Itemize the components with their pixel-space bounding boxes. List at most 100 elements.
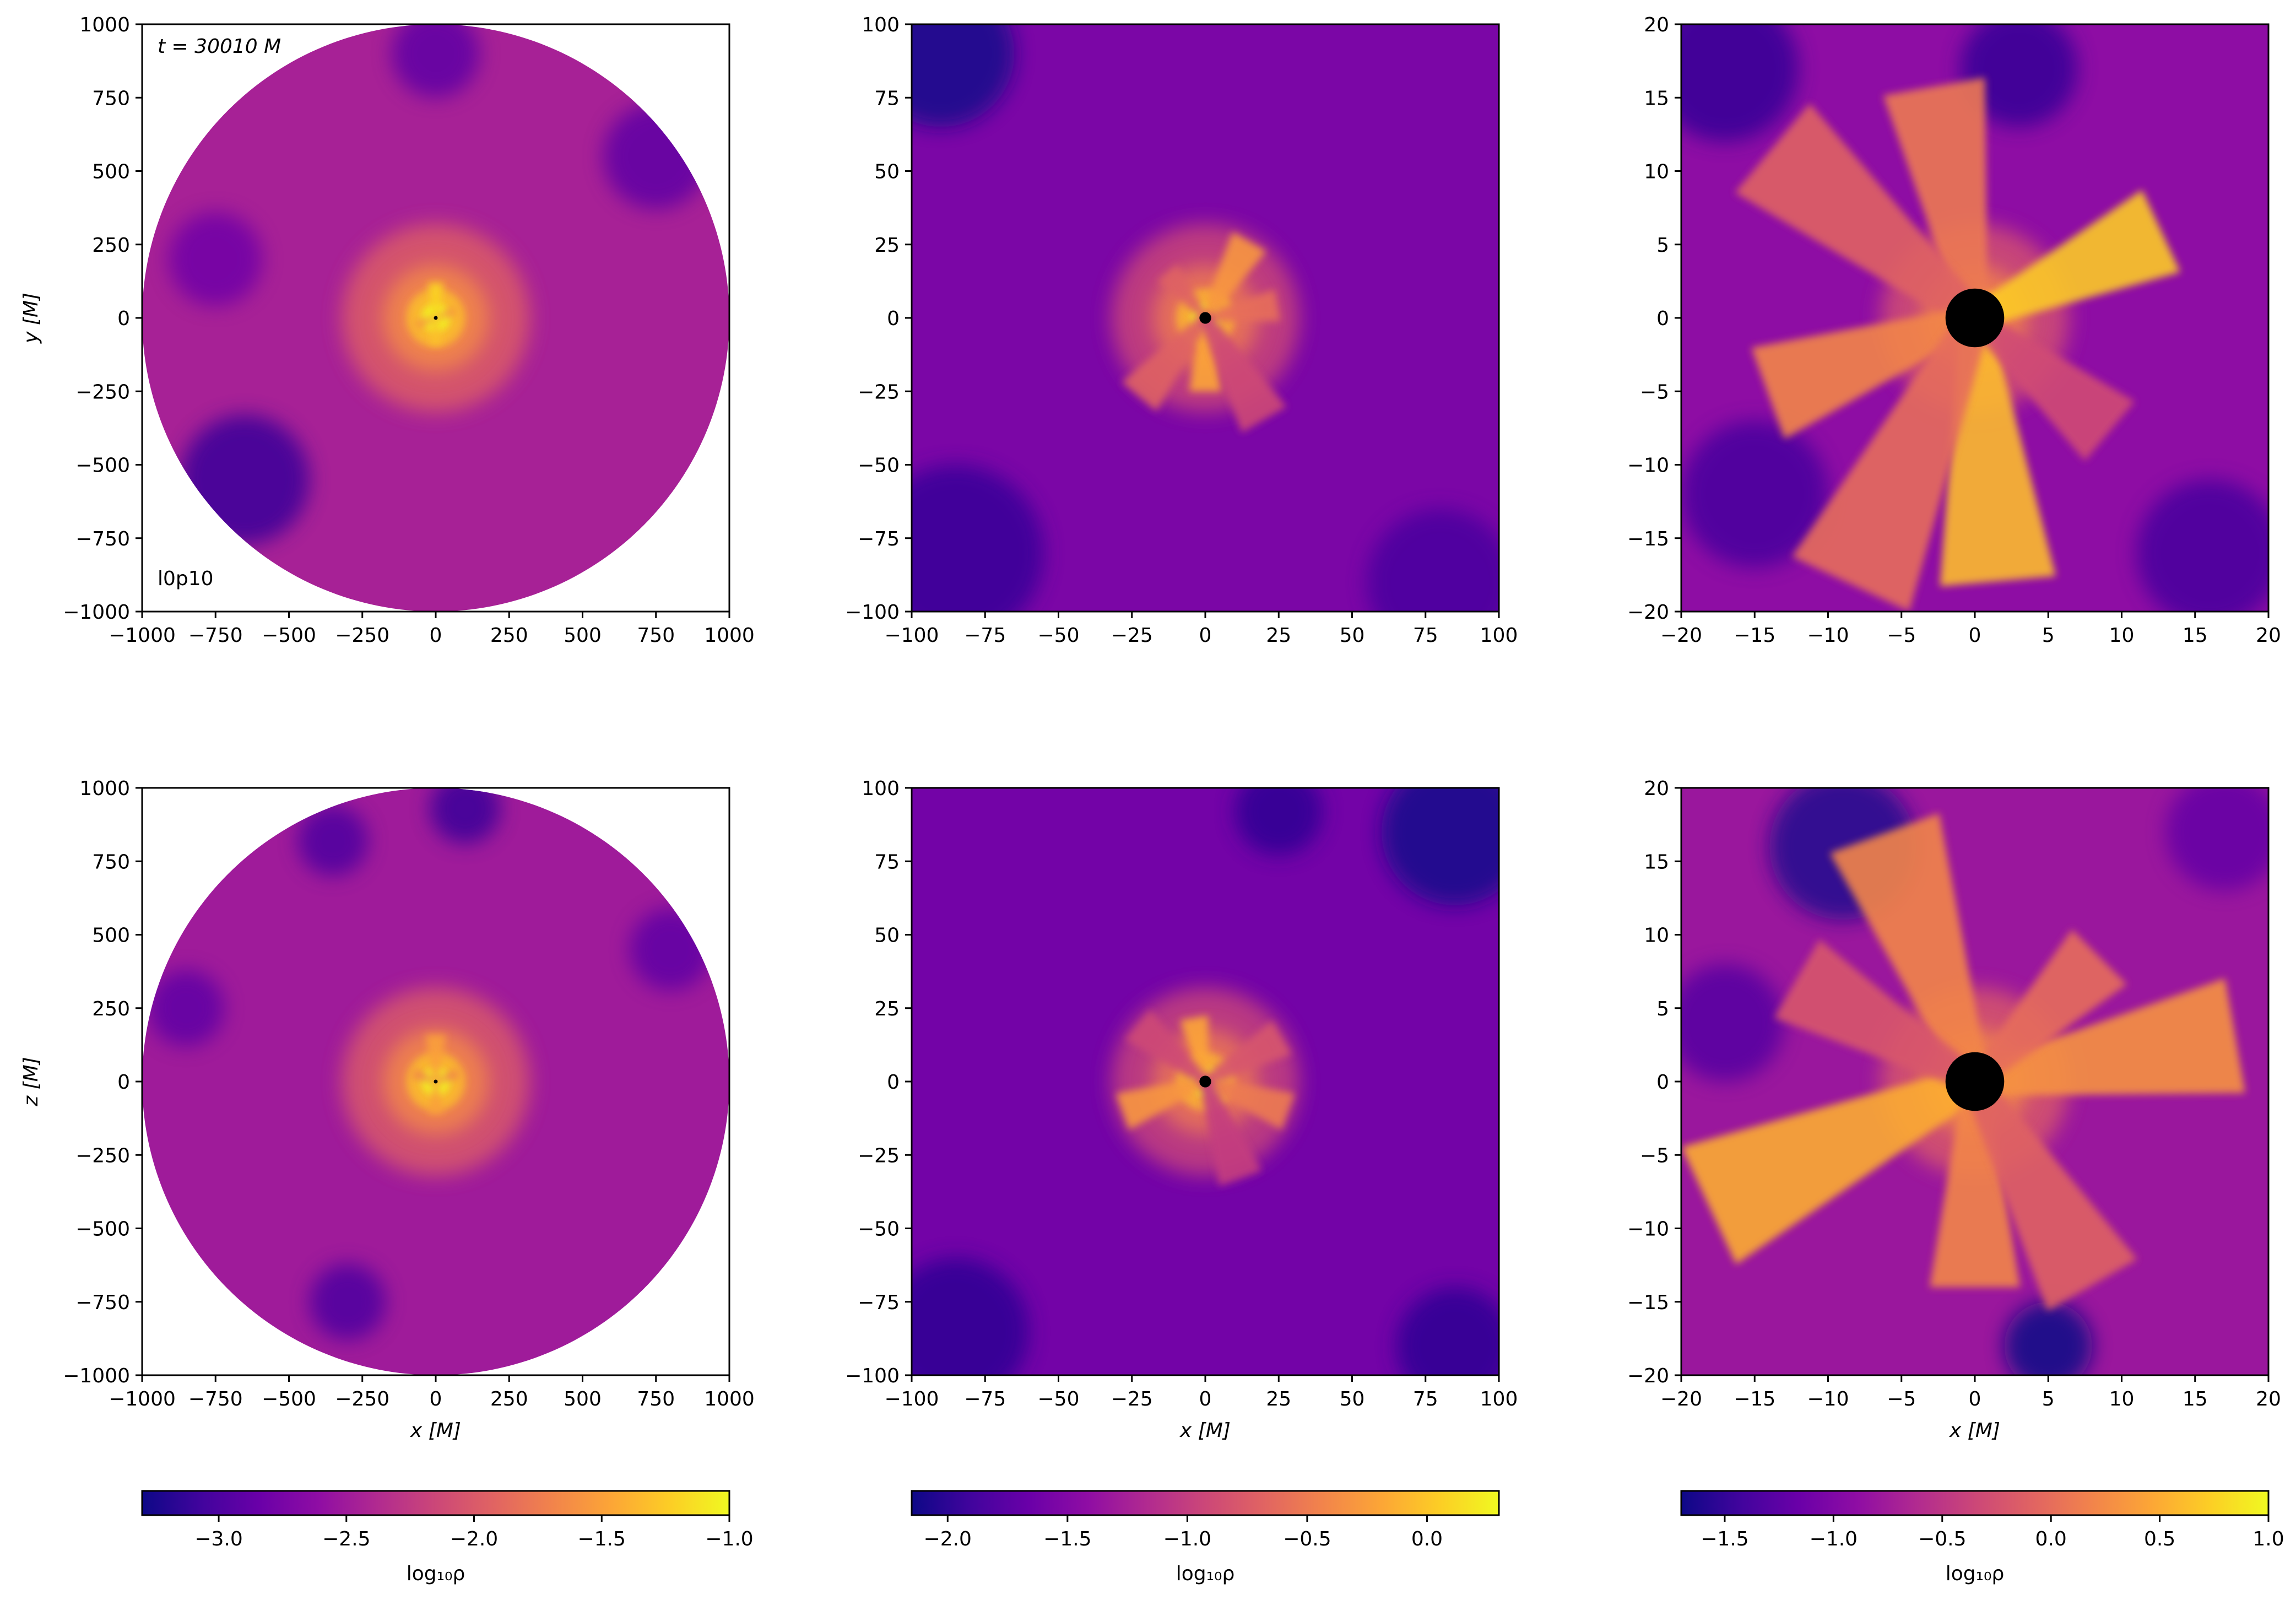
colorbar-tick-label: −3.0 bbox=[194, 1528, 242, 1550]
colorbar-gradient bbox=[1680, 1490, 2270, 1516]
low-density-region bbox=[629, 908, 712, 991]
panel-bottom-left: −1000 −750 −500 −250 0 250 500 750 1000 −1000 −750… bbox=[20, 777, 755, 1442]
x-tick-label: 20 bbox=[2256, 624, 2281, 647]
y-tick-label: 0 bbox=[1656, 307, 1669, 330]
y-tick-label: 25 bbox=[874, 234, 900, 257]
y-tick-label: −1000 bbox=[63, 601, 130, 624]
accretion-stream bbox=[1201, 231, 1266, 321]
x-axis-label: x [M] bbox=[1949, 1419, 2000, 1442]
low-density-region bbox=[912, 1257, 1030, 1375]
x-tick-label: −75 bbox=[964, 624, 1006, 647]
accretion-stream bbox=[1122, 314, 1210, 412]
y-tick-label: −5 bbox=[1640, 381, 1669, 403]
y-tick-label: 0 bbox=[117, 307, 130, 330]
x-tick-label: 15 bbox=[2183, 624, 2208, 647]
y-tick-label: −75 bbox=[858, 528, 900, 550]
accretion-stream bbox=[1681, 1067, 1982, 1264]
x-tick-label: −5 bbox=[1887, 624, 1916, 647]
low-density-region bbox=[1960, 24, 2078, 127]
accretion-stream bbox=[1929, 1082, 2021, 1288]
x-tick-label: 10 bbox=[2109, 624, 2135, 647]
x-tick-label: 500 bbox=[564, 1388, 602, 1410]
y-tick-label: −750 bbox=[75, 1291, 130, 1314]
y-tick-label: 0 bbox=[887, 307, 900, 330]
low-density-region bbox=[603, 103, 709, 209]
low-density-region bbox=[168, 212, 263, 306]
y-tick-label: −100 bbox=[845, 1365, 900, 1387]
black-hole bbox=[1945, 1052, 2005, 1111]
colorbar-label: log₁₀ρ bbox=[1946, 1563, 2005, 1585]
density-field bbox=[142, 788, 729, 1375]
low-density-region bbox=[309, 1263, 386, 1340]
low-density-region bbox=[1367, 509, 1499, 612]
y-tick-label: 5 bbox=[1656, 234, 1669, 257]
y-tick-label: 20 bbox=[1644, 14, 1669, 36]
x-tick-label: 250 bbox=[490, 1388, 528, 1410]
accretion-stream bbox=[1774, 939, 1981, 1091]
accretion-stream bbox=[430, 318, 442, 344]
y-tick-label: 1000 bbox=[79, 14, 130, 36]
y-tick-label: 1000 bbox=[79, 777, 130, 800]
y-tick-label: −10 bbox=[1627, 1218, 1669, 1241]
accretion-stream bbox=[1968, 310, 2135, 461]
low-density-region bbox=[912, 464, 1044, 612]
colorbars: −3.0 −2.5 −2.0 −1.5 −1.0 log₁₀ρ −2.0 −1.5 −1.0 −0… bbox=[141, 1490, 2284, 1585]
y-tick-label: 5 bbox=[1656, 998, 1669, 1020]
colorbar-gradient bbox=[141, 1490, 730, 1516]
y-tick-label: 500 bbox=[92, 161, 130, 183]
x-tick-label: 10 bbox=[2109, 1388, 2135, 1410]
x-tick-label: −250 bbox=[335, 624, 389, 647]
accretion-stream bbox=[1968, 929, 2127, 1089]
accretion-stream bbox=[1199, 315, 1287, 433]
colorbar-label: log₁₀ρ bbox=[1176, 1563, 1235, 1585]
x-tick-label: −20 bbox=[1660, 1388, 1702, 1410]
colorbar-tick-label: 0.0 bbox=[2035, 1528, 2067, 1550]
x-tick-label: −15 bbox=[1734, 1388, 1775, 1410]
x-tick-label: 100 bbox=[1480, 624, 1518, 647]
x-tick-label: 0 bbox=[430, 1388, 442, 1410]
low-density-region bbox=[297, 805, 369, 876]
accretion-stream bbox=[1203, 1077, 1295, 1130]
x-tick-label: −500 bbox=[262, 1388, 316, 1410]
colorbar-tick-label: 0.5 bbox=[2144, 1528, 2175, 1550]
y-tick-label: −100 bbox=[845, 601, 900, 624]
accretion-stream bbox=[435, 1068, 460, 1083]
x-tick-label: 250 bbox=[490, 624, 528, 647]
density-field bbox=[142, 24, 729, 612]
colorbar-left: −3.0 −2.5 −2.0 −1.5 −1.0 log₁₀ρ bbox=[141, 1490, 754, 1585]
density-field bbox=[912, 24, 1499, 612]
y-tick-label: 50 bbox=[874, 161, 900, 183]
y-tick-label: 250 bbox=[92, 998, 130, 1020]
y-tick-label: 0 bbox=[117, 1071, 130, 1094]
y-tick-label: 750 bbox=[92, 87, 130, 110]
y-tick-label: −250 bbox=[75, 1144, 130, 1167]
colorbar-tick-label: −0.5 bbox=[1283, 1528, 1331, 1550]
y-tick-label: 250 bbox=[92, 234, 130, 257]
x-tick-label: 750 bbox=[637, 624, 675, 647]
x-tick-label: 1000 bbox=[704, 624, 755, 647]
accretion-stream bbox=[1200, 1079, 1262, 1186]
x-tick-label: −10 bbox=[1807, 624, 1849, 647]
low-density-region bbox=[1681, 24, 1799, 142]
colorbar-tick-label: −1.5 bbox=[1043, 1528, 1091, 1550]
y-tick-label: 10 bbox=[1644, 925, 1669, 947]
low-density-region bbox=[392, 24, 480, 98]
y-tick-label: −50 bbox=[858, 1218, 900, 1241]
low-density-region bbox=[1681, 964, 1784, 1082]
y-tick-label: −1000 bbox=[63, 1365, 130, 1387]
x-tick-label: −50 bbox=[1038, 1388, 1080, 1410]
y-tick-label: −25 bbox=[858, 1144, 900, 1167]
black-hole bbox=[1945, 288, 2005, 348]
low-density-region bbox=[912, 24, 1015, 127]
colorbar-tick-label: −1.5 bbox=[578, 1528, 626, 1550]
x-tick-label: 25 bbox=[1266, 1388, 1291, 1410]
x-tick-label: −25 bbox=[1111, 624, 1153, 647]
x-tick-label: −750 bbox=[188, 1388, 243, 1410]
accretion-stream bbox=[1115, 1077, 1207, 1130]
accretion-stream bbox=[1157, 264, 1208, 320]
x-tick-label: −5 bbox=[1887, 1388, 1916, 1410]
panel-top-right: −20 −15 −10 −5 0 5 10 15 20 −20 −15 −10 −5 0 5 10 15 20 bbox=[1627, 14, 2281, 647]
y-tick-label: −15 bbox=[1627, 528, 1669, 550]
panel-top-middle: −100 −75 −50 −25 0 25 50 75 100 −100 −75 −50 −25 0 25 5… bbox=[845, 14, 1518, 647]
